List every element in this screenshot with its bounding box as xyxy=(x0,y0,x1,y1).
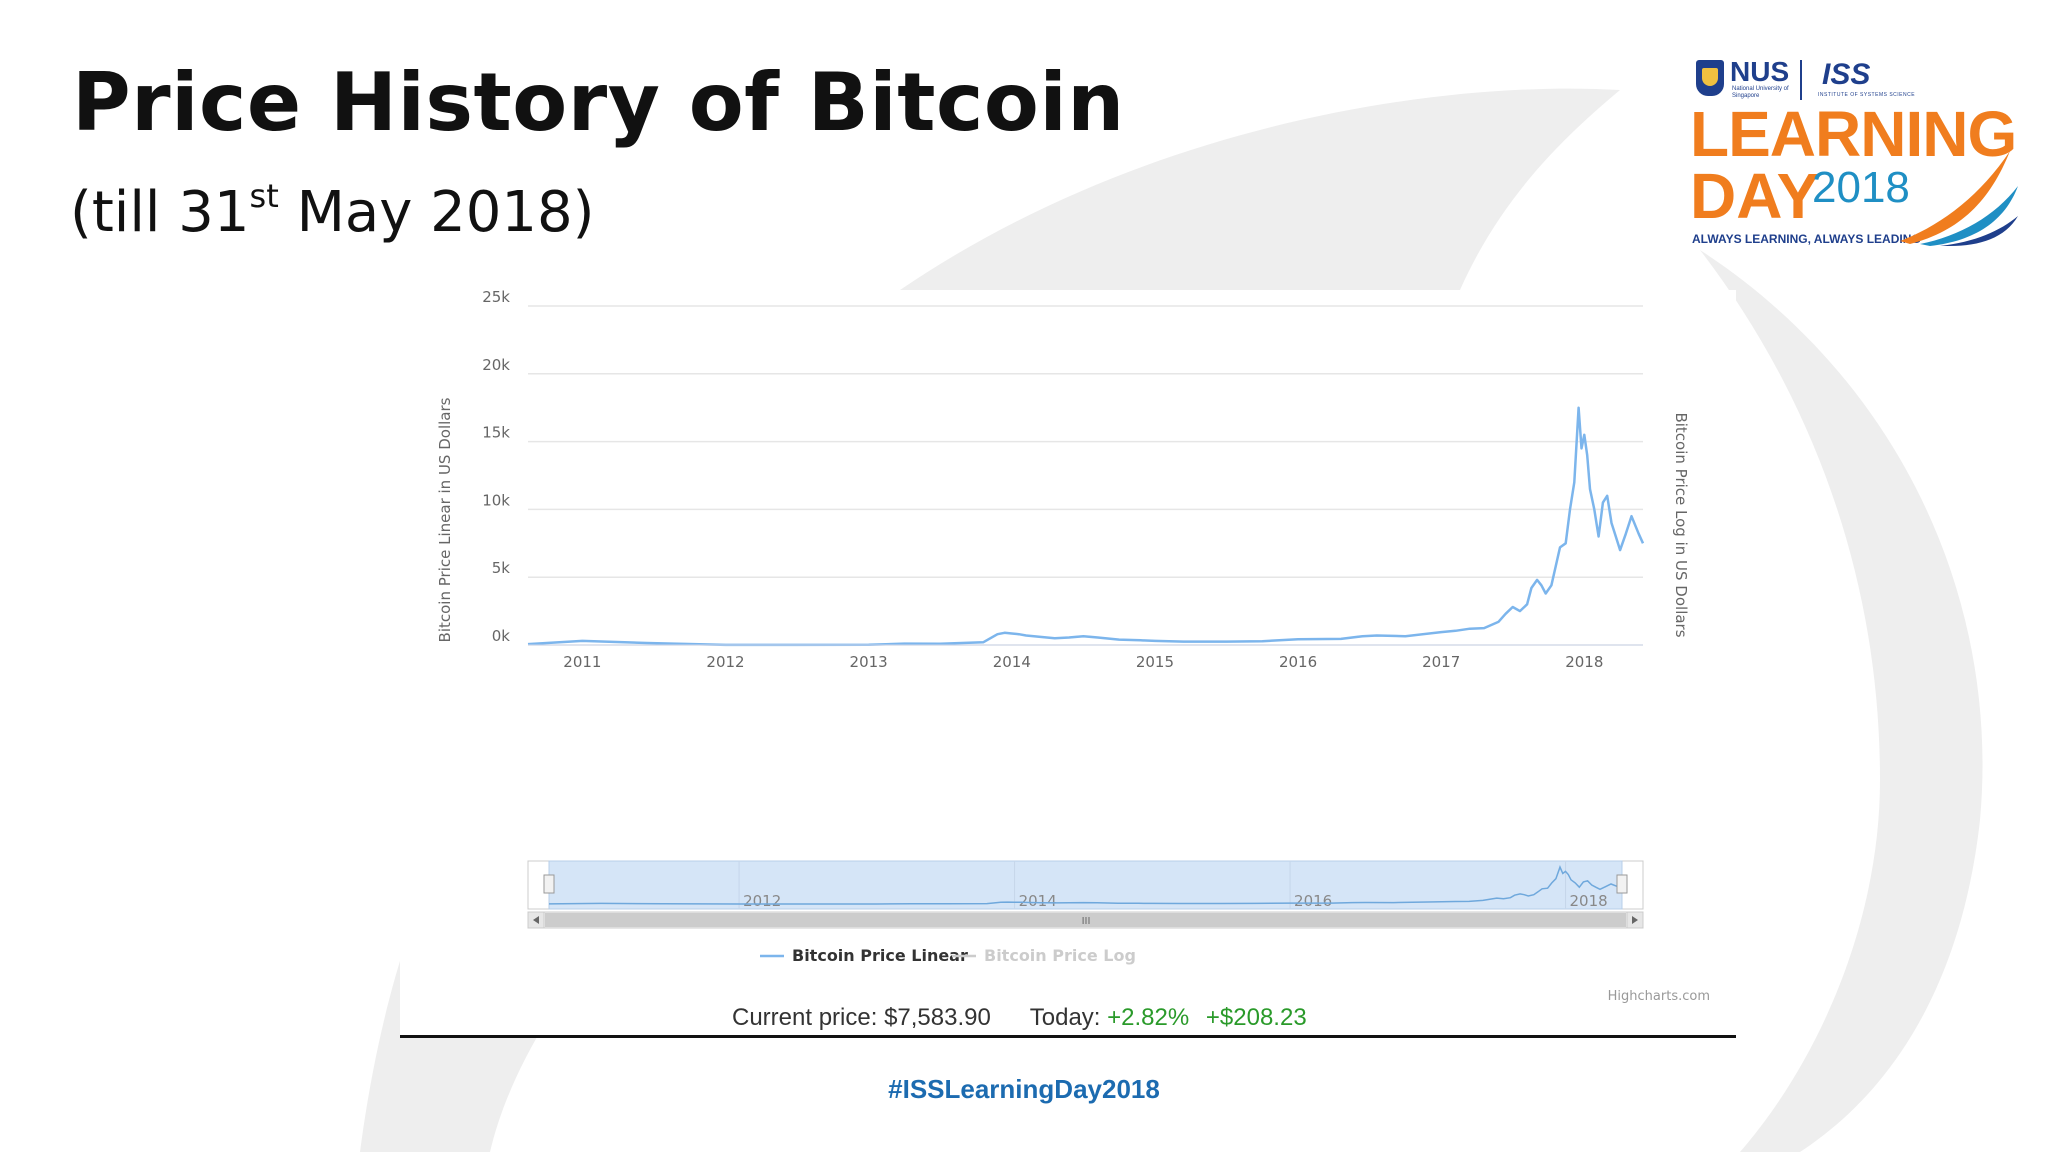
navigator-tick-label: 2014 xyxy=(1019,892,1057,910)
y-tick-label: 25k xyxy=(482,290,510,306)
legend: Bitcoin Price Linear Bitcoin Price Log xyxy=(760,946,1136,965)
current-price-label: Current price: xyxy=(732,1004,878,1031)
x-tick-label: 2013 xyxy=(850,653,888,671)
navigator-handle-left[interactable] xyxy=(543,874,555,894)
subtitle-post: May 2018) xyxy=(278,180,595,245)
scrollbar-grip-icon: III xyxy=(1082,916,1091,927)
highcharts-credit[interactable]: Highcharts.com xyxy=(1608,989,1710,1004)
x-tick-label: 2015 xyxy=(1136,653,1174,671)
nus-crest-icon xyxy=(1696,60,1724,96)
y-tick-label: 10k xyxy=(482,491,510,509)
scrollbar-thumb[interactable] xyxy=(545,913,1626,927)
slide-title: Price History of Bitcoin xyxy=(72,56,1125,149)
navigator-handle-right[interactable] xyxy=(1616,874,1628,894)
y-tick-label: 15k xyxy=(482,424,510,442)
year-text: 2018 xyxy=(1812,163,1910,212)
chart-panel: 0k 5k 10k 15k 20k 25k 2011 2012 2013 2014 2015 201… xyxy=(400,290,1736,1036)
scrollbar-left-arrow-icon xyxy=(533,916,539,924)
x-tick-label: 2016 xyxy=(1279,653,1317,671)
y-axis-ticks: 0k 5k 10k 15k 20k 25k xyxy=(482,290,510,645)
legend-log-label: Bitcoin Price Log xyxy=(984,946,1136,965)
iss-logo-subtext: INSTITUTE OF SYSTEMS SCIENCE xyxy=(1818,92,1916,98)
x-tick-label: 2014 xyxy=(993,653,1031,671)
logo-separator xyxy=(1800,60,1802,100)
learning-day-logo: NUS National University of Singapore ISS… xyxy=(1690,56,2020,246)
day-text: DAY xyxy=(1690,160,1820,232)
x-tick-label: 2012 xyxy=(706,653,744,671)
nus-logo-subtext: National University of Singapore xyxy=(1732,86,1789,99)
swoosh-icon xyxy=(1900,151,2018,246)
navigator-ticks: 2012 2014 2016 2018 xyxy=(738,861,1608,910)
legend-item-log[interactable]: Bitcoin Price Log xyxy=(952,946,1136,965)
panel-underline xyxy=(400,1035,1736,1038)
legend-item-linear[interactable]: Bitcoin Price Linear xyxy=(760,946,968,965)
subtitle-pre: (till 31 xyxy=(70,180,250,245)
logo-tagline: ALWAYS LEARNING, ALWAYS LEADING xyxy=(1692,232,1921,246)
y-tick-label: 0k xyxy=(492,627,511,645)
nus-logo-text: NUS xyxy=(1730,56,1790,87)
y-tick-label: 5k xyxy=(492,559,511,577)
today-absolute-change: +$208.23 xyxy=(1205,1004,1307,1031)
navigator-series-line xyxy=(548,865,1623,905)
y-axis-title-right: Bitcoin Price Log in US Dollars xyxy=(1672,412,1690,637)
subtitle-sup: st xyxy=(249,177,279,216)
navigator-selection[interactable] xyxy=(548,860,1623,910)
current-price-value: $7,583.90 xyxy=(884,1004,991,1031)
y-axis-title-left: Bitcoin Price Linear in US Dollars xyxy=(436,397,454,642)
x-tick-label: 2017 xyxy=(1422,653,1460,671)
x-tick-label: 2011 xyxy=(563,653,601,671)
today-percent-change: +2.82% xyxy=(1107,1004,1190,1031)
slide-subtitle: (till 31st May 2018) xyxy=(70,177,595,245)
navigator-tick-label: 2016 xyxy=(1294,892,1332,910)
navigator-tick-label: 2012 xyxy=(743,892,781,910)
series-line-linear xyxy=(527,406,1645,647)
navigator-tick-label: 2018 xyxy=(1570,892,1608,910)
grid-lines xyxy=(528,305,1643,646)
y-tick-label: 20k xyxy=(482,356,510,374)
x-tick-label: 2018 xyxy=(1565,653,1603,671)
iss-logo-text: ISS xyxy=(1822,58,1871,91)
navigator[interactable]: 2012 2014 2016 2018 III xyxy=(527,860,1644,929)
scrollbar-right-arrow-icon xyxy=(1632,916,1638,924)
today-label: Today: xyxy=(1029,1004,1101,1031)
x-axis-ticks: 2011 2012 2013 2014 2015 2016 2017 2018 xyxy=(563,653,1603,671)
event-hashtag: #ISSLearningDay2018 xyxy=(888,1074,1160,1104)
legend-linear-label: Bitcoin Price Linear xyxy=(792,946,968,965)
current-price-line: Current price: $7,583.90 Today: +2.82% +… xyxy=(732,1004,1307,1032)
learning-text: LEARNING xyxy=(1690,98,2017,170)
